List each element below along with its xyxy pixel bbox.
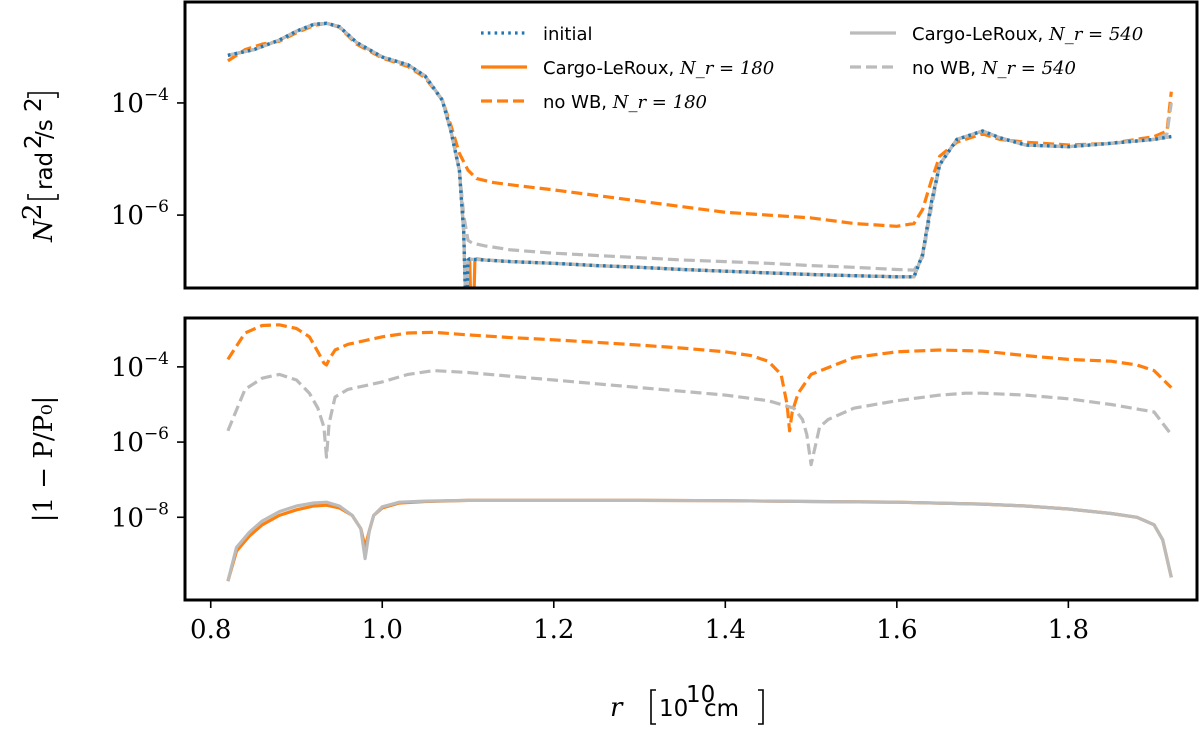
top-series-group [227, 21, 1173, 288]
bottom-panel: 10−4 10−6 10−8 0.8 1.0 1.2 1.4 1.6 1.8 |1 − P/P… [29, 316, 1199, 725]
legend-label-nowb-180: no WB, N_r = 180 [543, 92, 707, 113]
bottom-ylabel: |1 − P/P₀| [29, 396, 59, 523]
bottom-series-no-wb-n-r-540 [226, 369, 1173, 467]
top-series-initial [227, 21, 1172, 288]
legend-entry-cargo-540: Cargo-LeRoux, N_r = 540 [850, 24, 1143, 45]
legend: initial Cargo-LeRoux, N_r = 180 no WB, N… [481, 24, 1143, 113]
top-ylabel-bracket-right [27, 92, 59, 98]
top-ylabel-sup: 2 [18, 203, 48, 220]
xtick-label: 1.2 [533, 615, 574, 645]
top-ylabel-bracket-left [27, 194, 59, 200]
xtick-label: 1.6 [876, 615, 917, 645]
legend-label-initial: initial [543, 24, 593, 45]
legend-entry-nowb-180: no WB, N_r = 180 [481, 92, 707, 113]
legend-entry-nowb-540: no WB, N_r = 540 [850, 58, 1076, 79]
bottom-ytick-label: 10−6 [111, 424, 169, 458]
legend-entry-initial: initial [481, 24, 593, 45]
top-ylabel-symbol: N [29, 218, 59, 243]
top-panel: 10−4 10−6 N 2 rad 2 /s 2 initial Cargo-Le… [18, 0, 1199, 290]
top-y-ticks: 10−4 10−6 [111, 85, 185, 231]
bottom-ytick-label: 10−4 [111, 349, 169, 383]
top-series-no-wb-n-r-180 [227, 21, 1173, 228]
xlabel-bracket-right [758, 689, 764, 725]
bottom-y-ticks: 10−4 10−6 10−8 [111, 349, 185, 533]
bottom-panel-frame [183, 316, 1199, 602]
top-yunit-base: rad [32, 152, 58, 190]
xtick-label: 1.4 [705, 615, 746, 645]
legend-label-cargo-180: Cargo-LeRoux, N_r = 180 [543, 58, 774, 79]
xtick-label: 1.8 [1048, 615, 1089, 645]
legend-entry-cargo-180: Cargo-LeRoux, N_r = 180 [481, 58, 774, 79]
xlabel-symbol: r [610, 693, 624, 723]
top-yunit-tail-sup: 2 [21, 97, 47, 112]
top-panel-frame [183, 0, 1199, 290]
xunit-tail: cm [704, 696, 739, 722]
xtick-label: 0.8 [190, 615, 231, 645]
bottom-x-ticks: 0.8 1.0 1.2 1.4 1.6 1.8 [190, 600, 1089, 645]
xunit-base: 10 [659, 696, 688, 722]
bottom-series-group [226, 323, 1173, 582]
bottom-y-axis-title: |1 − P/P₀| [29, 396, 59, 523]
top-yunit-tail: /s [32, 119, 58, 139]
xlabel-bracket-left [650, 689, 656, 725]
top-ytick-label: 10−6 [111, 197, 169, 231]
top-ytick-label: 10−4 [111, 85, 169, 119]
xunit-sup: 10 [686, 682, 715, 708]
x-axis-title: r 10 10 cm [610, 682, 764, 725]
bottom-series-no-wb-n-r-180 [226, 323, 1173, 433]
xtick-label: 1.0 [362, 615, 403, 645]
legend-label-cargo-540: Cargo-LeRoux, N_r = 540 [912, 24, 1143, 45]
bottom-series-cargo-leroux-n-r-540 [226, 498, 1173, 582]
top-yunit-sup: 2 [21, 134, 47, 149]
legend-label-nowb-540: no WB, N_r = 540 [912, 58, 1076, 79]
bottom-ytick-label: 10−8 [111, 499, 169, 533]
top-y-axis-title: N 2 rad 2 /s 2 [18, 92, 59, 243]
